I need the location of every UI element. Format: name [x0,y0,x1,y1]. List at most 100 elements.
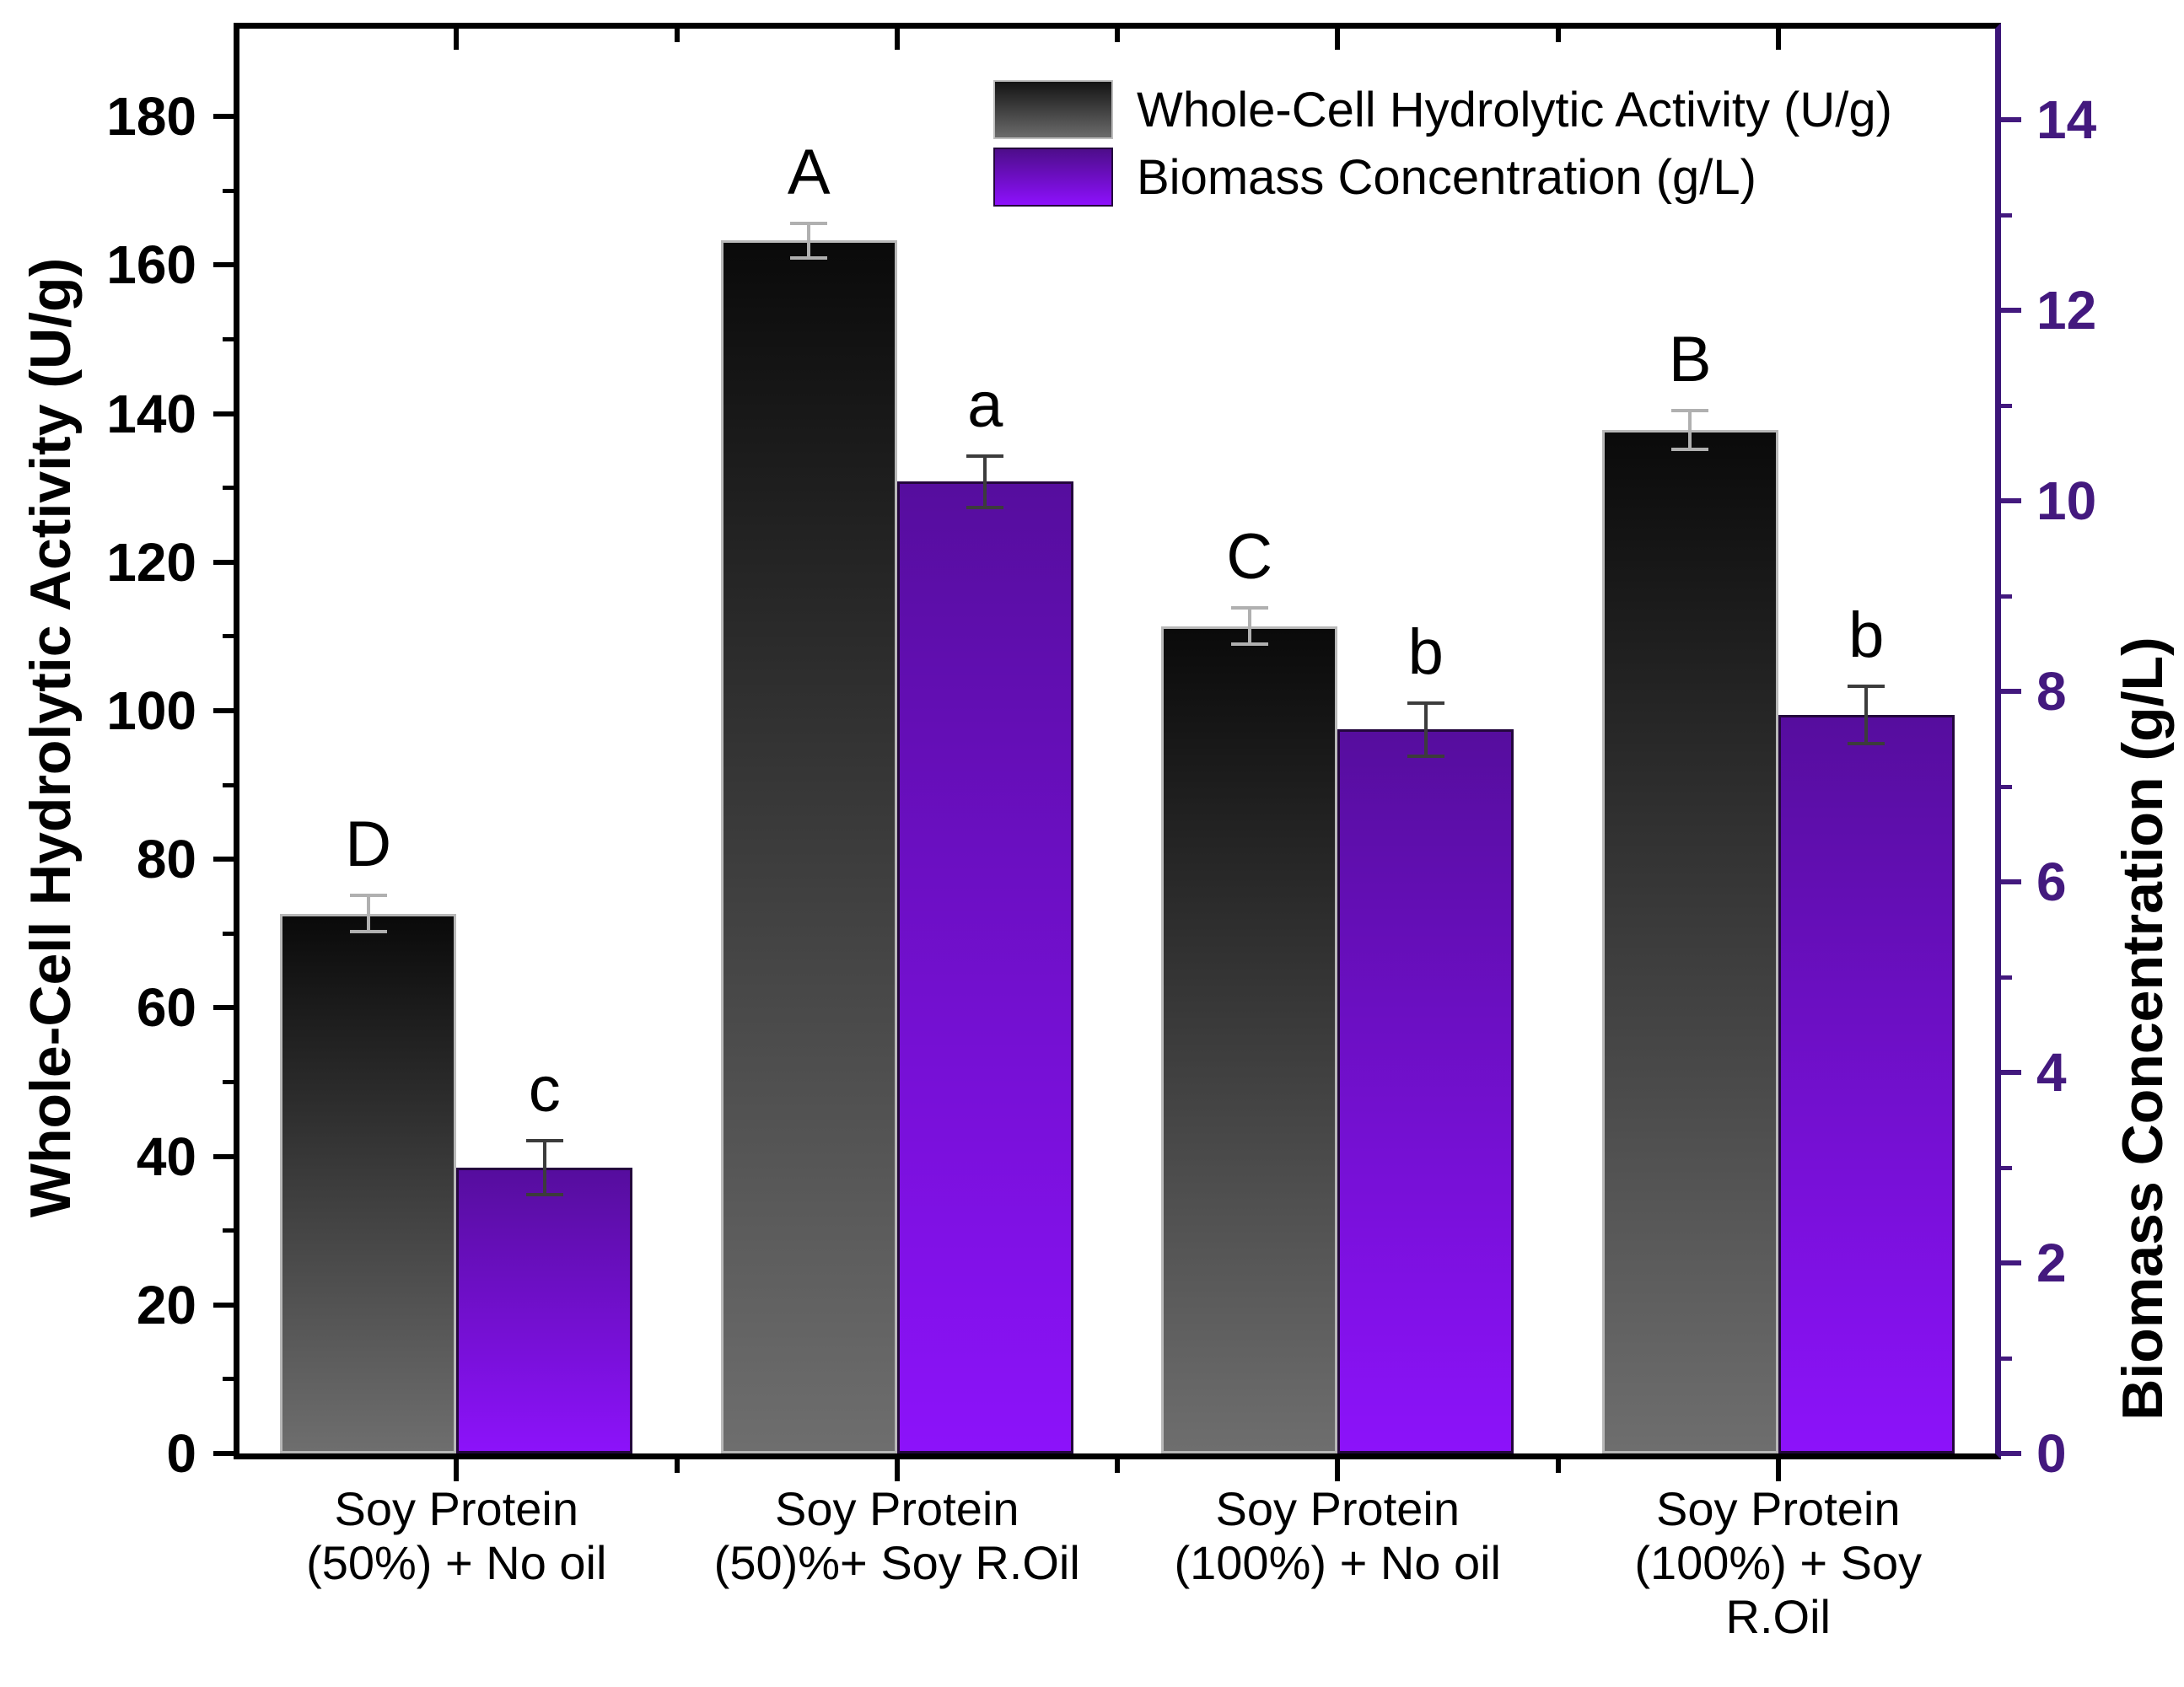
category-label: Soy Protein (50)%+ Soy R.Oil [677,1482,1117,1590]
significance-letter: D [345,809,392,881]
significance-letter: b [1407,615,1444,688]
x-axis-minor-tick [1115,1459,1120,1473]
top-axis-major-tick [894,29,900,50]
left-axis-tick-label: 140 [106,383,196,444]
top-axis-major-tick [1335,29,1341,50]
left-axis-major-tick [213,708,236,714]
right-axis-tick-label: 14 [2036,89,2097,150]
left-axis-major-tick [213,411,236,416]
error-bar-cap [966,505,1004,509]
right-axis-major-tick [1998,879,2021,884]
bar [456,1168,633,1453]
error-bar [542,1141,546,1195]
left-axis-major-tick [213,857,236,862]
legend-label-biomass: Biomass Concentration (g/L) [1137,149,1756,205]
right-axis-minor-tick [1998,784,2012,789]
top-axis-major-tick [1775,29,1781,50]
category-label: Soy Protein (50%) + No oil [236,1482,676,1590]
right-axis-major-tick [1998,117,2021,122]
left-axis-tick-label: 40 [136,1126,196,1187]
error-bar-cap [790,222,828,226]
top-axis-minor-tick [674,29,680,42]
significance-letter: B [1668,324,1712,396]
right-axis-minor-tick [1998,975,2012,980]
error-bar-cap [349,929,387,933]
left-axis-major-tick [213,1302,236,1308]
left-axis-minor-tick [223,782,236,787]
error-bar [1423,702,1428,756]
bar [280,913,457,1453]
left-axis-major-tick [213,1451,236,1456]
right-axis-major-tick [1998,1451,2021,1456]
significance-letter: A [787,137,831,209]
left-axis-tick-label: 0 [166,1423,196,1484]
left-axis-tick-label: 100 [106,680,196,742]
significance-letter: c [528,1054,561,1126]
legend-item-biomass: Biomass Concentration (g/L) [993,147,1892,207]
right-axis-minor-tick [1998,594,2012,599]
error-bar-cap [525,1192,563,1196]
left-axis-minor-tick [223,188,236,193]
category-label-line: Soy Protein [1215,1482,1460,1535]
legend: Whole-Cell Hydrolytic Activity (U/g) Bio… [993,79,1892,214]
x-axis-major-tick [454,1459,460,1481]
error-bar-cap [1407,701,1444,705]
right-axis-major-tick [1998,1260,2021,1265]
left-axis-tick-label: 180 [106,86,196,148]
category-label-line: (100%) + Soy [1634,1536,1923,1589]
x-axis-minor-tick [1555,1459,1561,1473]
right-axis-tick-label: 10 [2036,470,2097,531]
right-axis-minor-tick [1998,212,2012,218]
x-axis-major-tick [1775,1459,1781,1481]
error-bar-cap [1848,742,1885,746]
error-bar [1688,411,1692,449]
error-bar [1247,608,1251,644]
right-axis-tick-label: 8 [2036,661,2067,722]
legend-label-activity: Whole-Cell Hydrolytic Activity (U/g) [1137,82,1892,137]
left-axis-major-tick [213,559,236,565]
right-axis-minor-tick [1998,1356,2012,1361]
left-axis-title: Whole-Cell Hydrolytic Activity (U/g) [19,257,83,1218]
left-axis-minor-tick [223,634,236,639]
x-axis-minor-tick [674,1459,680,1473]
left-axis-minor-tick [223,1080,236,1084]
category-label-line: Soy Protein [334,1482,579,1535]
error-bar-cap [1230,606,1268,610]
x-axis-major-tick [1335,1459,1341,1481]
left-axis-minor-tick [223,1377,236,1382]
error-bar-cap [790,255,828,260]
category-label-line: (50%) + No oil [306,1536,607,1589]
left-axis-tick-label: 160 [106,234,196,296]
right-axis-major-tick [1998,1070,2021,1075]
left-axis-major-tick [213,1005,236,1011]
x-axis-major-tick [894,1459,900,1481]
top-axis-major-tick [454,29,460,50]
left-axis-tick-label: 60 [136,977,196,1039]
right-axis-minor-tick [1998,1165,2012,1170]
bar [1601,430,1778,1453]
right-axis-tick-label: 12 [2036,280,2097,341]
left-axis-major-tick [213,114,236,120]
error-bar-cap [1671,409,1709,413]
category-label-line: (50)%+ Soy R.Oil [713,1536,1080,1589]
category-label: Soy Protein (100%) + No oil [1117,1482,1557,1590]
error-bar-cap [1671,447,1709,451]
top-axis-minor-tick [1555,29,1561,42]
error-bar-cap [1230,642,1268,646]
right-axis-tick-label: 2 [2036,1233,2067,1293]
error-bar-cap [1848,685,1885,689]
left-axis-tick-label: 20 [136,1274,196,1335]
error-bar [983,455,987,508]
left-axis-major-tick [213,1153,236,1159]
biomass-series-swatch-icon [993,148,1113,207]
right-axis-minor-tick [1998,403,2012,408]
category-label-line: Soy Protein [1656,1482,1901,1535]
bar [1161,626,1338,1453]
category-label-line: R.Oil [1725,1590,1831,1643]
category-label-line: (100%) + No oil [1174,1536,1501,1589]
significance-letter: a [967,368,1003,441]
category-label: Soy Protein (100%) + Soy R.Oil [1558,1482,1998,1644]
right-axis-major-tick [1998,308,2021,313]
